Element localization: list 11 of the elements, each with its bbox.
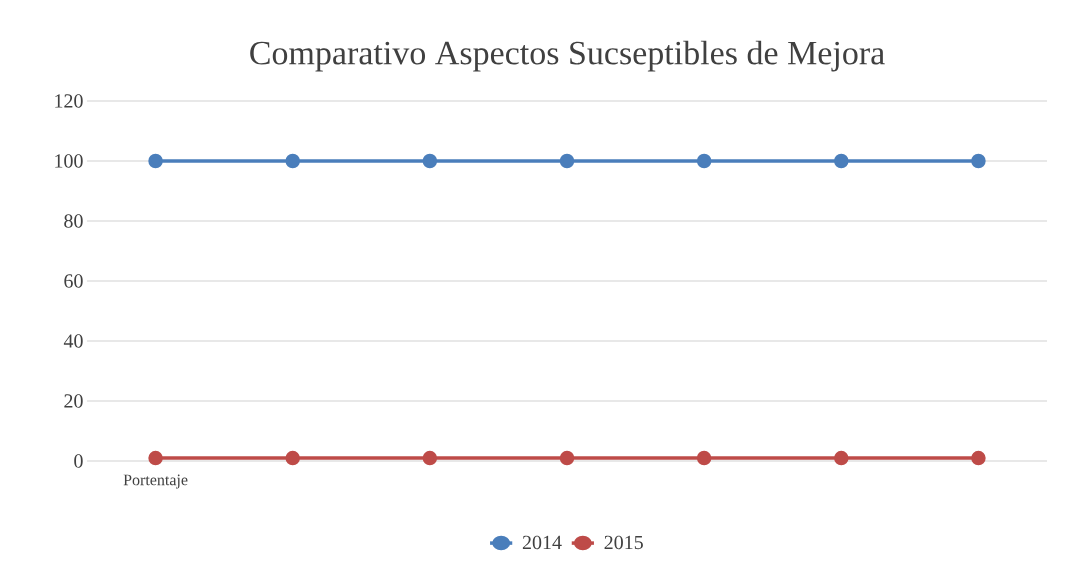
y-tick-label: 20 — [64, 394, 83, 408]
x-tick-label: Portentaje — [123, 474, 188, 489]
y-tick-label: 40 — [63, 334, 83, 348]
legend-label: 2015 — [604, 535, 643, 550]
y-tick-label: 80 — [64, 214, 83, 228]
y-tick-label: 60 — [64, 274, 83, 288]
y-tick-label: 100 — [55, 154, 83, 168]
chart-title: Comparativo Aspectos Sucseptibles de Mejora — [250, 40, 885, 72]
y-tick-label: 120 — [55, 94, 83, 108]
legend-label: 2014 — [522, 535, 562, 550]
y-tick-label: 0 — [74, 454, 83, 468]
